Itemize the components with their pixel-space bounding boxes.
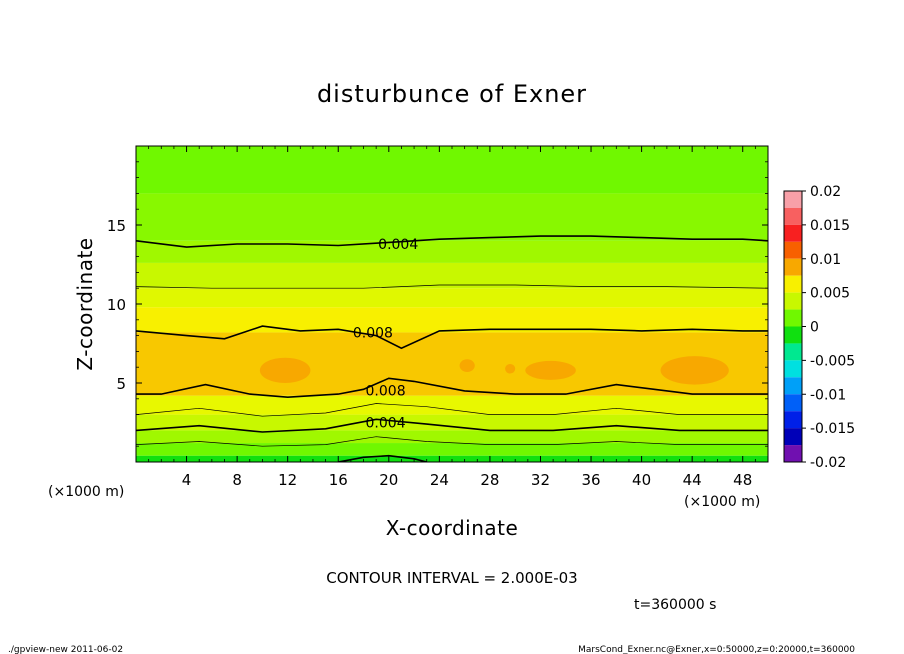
- contour-interval-text: CONTOUR INTERVAL = 2.000E-03: [326, 569, 577, 587]
- colorbar-swatch-7: [784, 309, 802, 327]
- colorbar-swatch-11: [784, 377, 802, 395]
- contour-line-7: [338, 454, 427, 462]
- contour-line-4: [136, 403, 768, 417]
- x-tick-label-1: 8: [232, 471, 242, 489]
- x-axis-label: X-coordinate: [386, 516, 519, 540]
- colorbar-tick-label-0: 0.02: [810, 184, 841, 200]
- contour-line-1: [136, 284, 768, 289]
- x-tick-label-4: 20: [379, 471, 398, 489]
- colorbar-swatch-8: [784, 326, 802, 344]
- x-tick-label-8: 36: [581, 471, 600, 489]
- heatmap-band-6: [136, 307, 768, 333]
- x-tick-label-9: 40: [632, 471, 651, 489]
- colorbar-tick-label-7: -0.015: [810, 421, 855, 437]
- x-tick-label-11: 48: [733, 471, 752, 489]
- colorbar-tick-label-5: -0.005: [810, 353, 855, 369]
- x-tick-label-0: 4: [182, 471, 192, 489]
- colorbar-swatch-6: [784, 292, 802, 310]
- colorbar-tick-label-2: 0.01: [810, 252, 841, 268]
- contour-label-5: 0.004: [366, 416, 406, 432]
- colorbar-swatch-10: [784, 360, 802, 378]
- footer-left: ./gpview-new 2011-06-02: [8, 645, 123, 654]
- colorbar: 0.02 0.015 0.01 0.005 0 -0.005 -0.01 -0.015 -0.0…: [783, 184, 855, 471]
- contour-line-5: [136, 418, 768, 433]
- colorbar-swatch-5: [784, 275, 802, 293]
- x-tick-label-3: 16: [329, 471, 348, 489]
- colorbar-swatch-0: [784, 191, 802, 208]
- colorbar-swatch-1: [784, 207, 802, 225]
- colorbar-tick-label-8: -0.02: [810, 455, 846, 471]
- x-unit-right: (×1000 m): [684, 494, 760, 510]
- heatmap-band-3: [136, 414, 768, 431]
- contour-line-2: [136, 325, 768, 350]
- y-axis: 5 10 15: [107, 161, 768, 447]
- heatmap-band-2: [136, 430, 768, 444]
- y-tick-label-2: 15: [107, 217, 126, 235]
- colorbar-swatch-4: [784, 258, 802, 276]
- contour-label-0: 0.004: [378, 237, 418, 253]
- heatmap-band-7: [136, 288, 768, 308]
- footer-right: MarsCond_Exner.nc@Exner,x=0:50000,z=0:20…: [578, 645, 855, 654]
- colorbar-swatch-13: [784, 411, 802, 429]
- heatmap-blob-3: [459, 359, 475, 372]
- y-axis-label: Z-coordinate: [73, 237, 97, 370]
- contour-line-0: [136, 235, 768, 248]
- heatmap-blob-4: [505, 364, 516, 374]
- colorbar-swatch-3: [784, 241, 802, 259]
- x-unit-left: (×1000 m): [48, 484, 124, 500]
- heatmap-band-8: [136, 262, 768, 289]
- contour-line-3: [136, 377, 768, 399]
- colorbar-swatch-9: [784, 343, 802, 361]
- contour-label-2: 0.008: [353, 325, 393, 341]
- colorbar-tick-label-1: 0.015: [810, 218, 850, 234]
- heatmap-blob-0: [259, 357, 311, 383]
- colorbar-swatch-15: [784, 445, 802, 462]
- colorbar-tick-label-6: -0.01: [810, 387, 846, 403]
- contour-lines: [136, 235, 768, 462]
- heatmap-blob-2: [660, 356, 729, 385]
- heatmap-band-5: [136, 332, 768, 396]
- contour-line-6: [136, 436, 768, 447]
- x-axis: 4 8 12 16 20 24 28 32 36 40 44 48: [148, 146, 756, 489]
- colorbar-swatch-2: [784, 224, 802, 242]
- contour-label-3: 0.008: [366, 383, 406, 399]
- contour-labels: 0.004 0.008 0.008 0.004: [353, 237, 418, 432]
- heatmap-fill: [136, 146, 768, 462]
- y-tick-label-1: 10: [107, 296, 126, 314]
- chart-title: disturbunce of Exner: [317, 80, 587, 108]
- x-tick-label-2: 12: [278, 471, 297, 489]
- x-tick-label-7: 32: [531, 471, 550, 489]
- heatmap-band-1: [136, 443, 768, 456]
- y-tick-label-0: 5: [116, 375, 126, 393]
- heatmap-band-9: [136, 240, 768, 263]
- heatmap-blob-1: [525, 360, 576, 380]
- colorbar-tick-label-3: 0.005: [810, 286, 850, 302]
- x-tick-label-5: 24: [430, 471, 449, 489]
- x-tick-label-10: 44: [683, 471, 702, 489]
- heatmap-band-11: [136, 146, 768, 194]
- heatmap-band-0: [136, 455, 768, 462]
- colorbar-swatch-12: [784, 394, 802, 412]
- heatmap-band-10: [136, 193, 768, 241]
- time-text: t=360000 s: [634, 597, 716, 613]
- colorbar-swatch-14: [784, 428, 802, 446]
- x-tick-label-6: 28: [480, 471, 499, 489]
- heatmap-band-4: [136, 395, 768, 415]
- colorbar-tick-label-4: 0: [810, 320, 819, 336]
